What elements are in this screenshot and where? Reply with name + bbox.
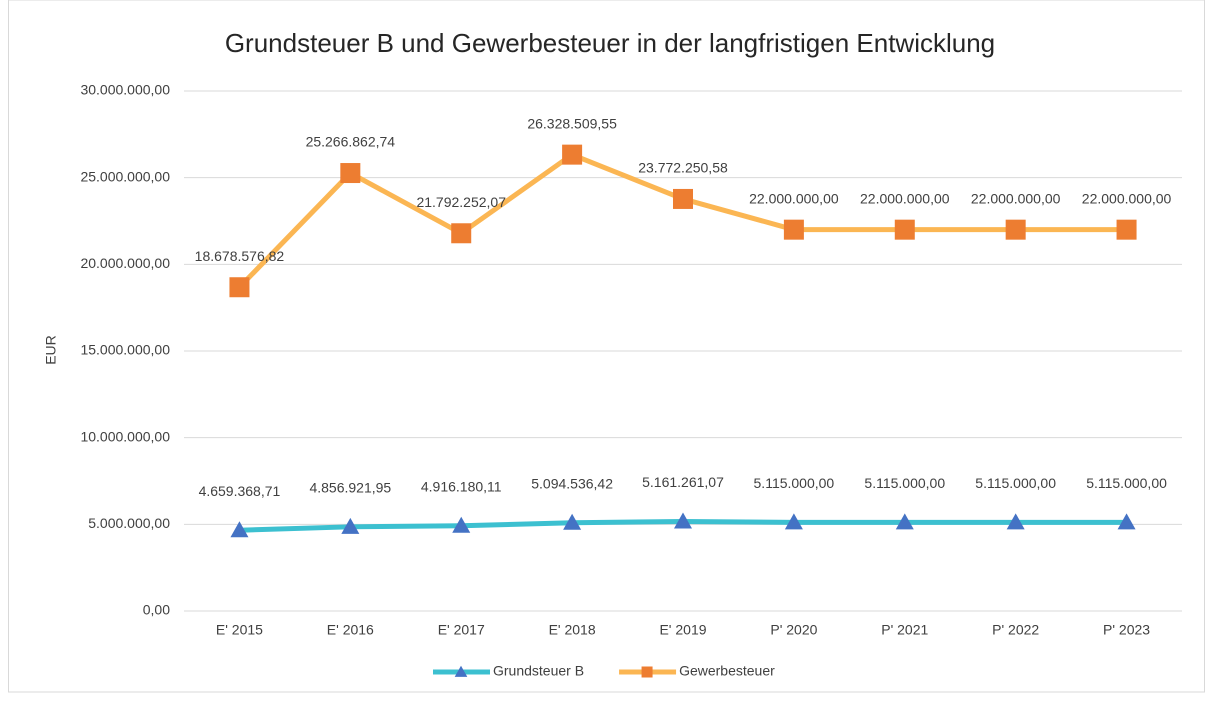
chart-title: Grundsteuer B und Gewerbesteuer in der l… [225,28,995,58]
data-label: 5.094.536,42 [531,475,613,491]
data-label: 5.161.261,07 [642,474,724,490]
data-label: 22.000.000,00 [1082,190,1172,206]
data-label: 22.000.000,00 [971,190,1061,206]
data-label: 5.115.000,00 [864,475,945,491]
y-tick-label: 5.000.000,00 [88,515,170,531]
y-tick-label: 10.000.000,00 [80,428,170,444]
data-point [673,188,693,209]
x-tick-label: P' 2023 [1103,622,1150,638]
legend-label: Gewerbesteuer [679,663,775,679]
data-point [562,144,583,165]
data-label: 5.115.000,00 [754,475,835,491]
x-tick-label: E' 2019 [659,622,706,638]
data-point [230,521,249,538]
data-label: 5.115.000,00 [975,475,1056,491]
data-point [563,513,582,530]
data-point [1005,219,1026,240]
x-tick-label: E' 2017 [438,622,485,638]
data-label: 23.772.250,58 [638,160,728,176]
y-tick-label: 15.000.000,00 [80,342,170,358]
data-label: 22.000.000,00 [749,190,839,206]
data-point [895,513,914,530]
data-label: 21.792.252,07 [416,194,506,210]
data-label: 4.856.921,95 [309,480,391,496]
data-label: 4.659.368,71 [199,483,281,499]
y-tick-label: 25.000.000,00 [80,168,170,184]
x-tick-label: E' 2016 [327,622,374,638]
data-point [1006,513,1025,530]
data-point [1116,219,1137,240]
legend-marker [641,666,653,678]
x-tick-label: P' 2022 [992,622,1039,638]
chart-frame [8,0,1205,693]
data-label: 25.266.862,74 [306,134,396,150]
data-point [451,223,472,244]
data-point [784,513,803,530]
legend-label: Grundsteuer B [493,663,584,679]
data-label: 18.678.576,82 [195,248,285,264]
data-point [1117,513,1136,530]
data-label: 26.328.509,55 [527,115,617,131]
y-tick-label: 20.000.000,00 [80,255,170,271]
y-tick-label: 30.000.000,00 [80,82,170,98]
y-axis-label: EUR [43,335,59,365]
data-point [229,277,250,298]
data-point [452,516,471,533]
x-tick-label: E' 2018 [549,622,596,638]
data-point [783,219,804,240]
data-label: 5.115.000,00 [1086,475,1167,491]
y-tick-label: 0,00 [143,602,170,618]
x-tick-label: E' 2015 [216,622,263,638]
data-label: 22.000.000,00 [860,190,950,206]
data-label: 4.916.180,11 [421,478,502,494]
data-point [340,163,361,184]
x-tick-label: P' 2021 [881,622,928,638]
data-point [894,219,915,240]
x-tick-label: P' 2020 [770,622,817,638]
data-point [341,517,360,534]
data-point [674,512,692,529]
legend-marker [454,665,468,677]
